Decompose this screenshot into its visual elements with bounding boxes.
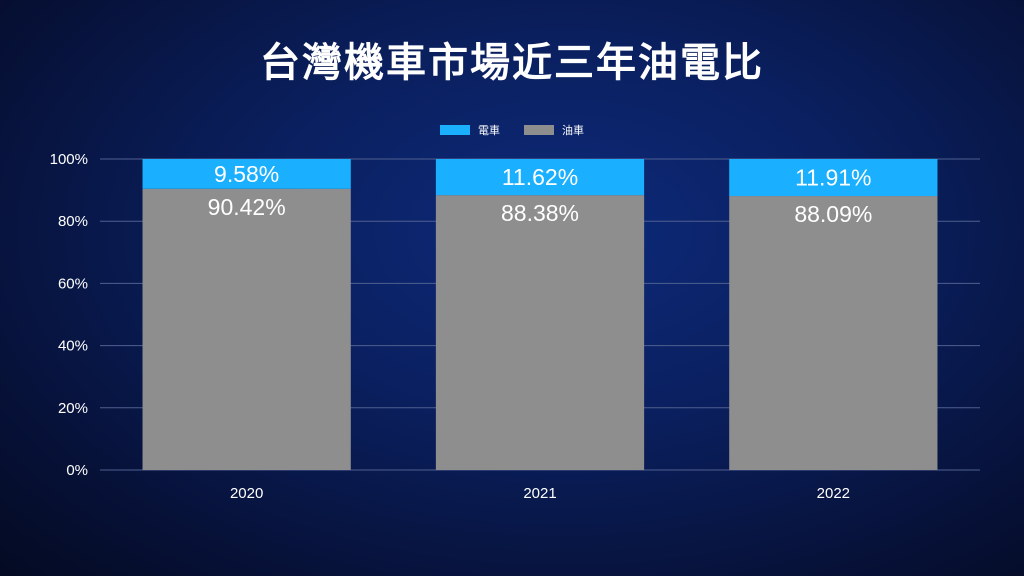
x-category-label: 2020	[230, 485, 263, 502]
chart-title: 台灣機車市場近三年油電比	[260, 40, 764, 86]
data-label-electric: 9.58%	[214, 161, 279, 187]
bar-electric	[435, 159, 645, 196]
data-label-gas: 88.38%	[501, 200, 579, 226]
x-category-label: 2021	[523, 485, 556, 502]
y-tick-label: 0%	[66, 462, 88, 479]
bar-gas	[729, 196, 938, 470]
bar-gas	[142, 188, 351, 470]
data-label-electric: 11.91%	[795, 165, 871, 191]
y-tick-label: 40%	[58, 338, 88, 355]
legend-label-electric: 電車	[478, 124, 500, 137]
legend-item-electric: 電車	[440, 122, 500, 138]
data-label-electric: 11.62%	[502, 164, 578, 190]
y-tick-label: 100%	[50, 151, 88, 168]
legend-swatch-gas	[524, 125, 554, 135]
x-category-label: 2022	[817, 485, 850, 502]
bar-electric	[142, 159, 351, 189]
bar-electric	[729, 159, 938, 197]
bar-gas	[435, 195, 645, 471]
y-tick-label: 80%	[58, 213, 88, 230]
legend-swatch-electric	[440, 125, 470, 135]
y-tick-label: 60%	[58, 275, 88, 292]
legend: 電車 油車	[0, 122, 1024, 138]
y-tick-label: 20%	[58, 400, 88, 417]
data-label-gas: 90.42%	[208, 194, 286, 220]
legend-label-gas: 油車	[562, 124, 584, 137]
data-label-gas: 88.09%	[794, 201, 872, 227]
legend-item-gas: 油車	[524, 122, 584, 138]
